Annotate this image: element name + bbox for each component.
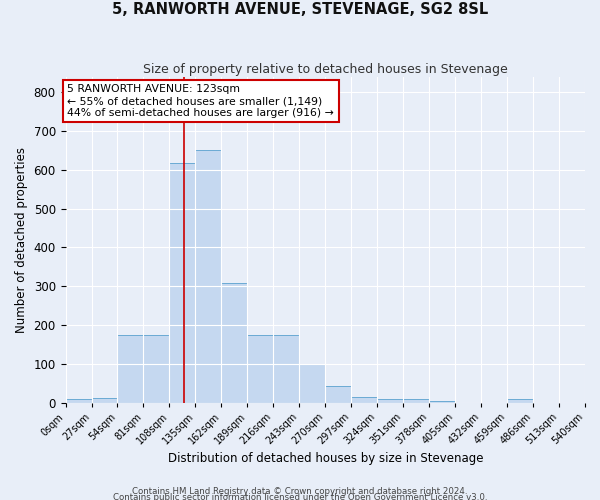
- Bar: [351, 396, 377, 402]
- Bar: [274, 334, 299, 402]
- Bar: [247, 334, 274, 402]
- Bar: [92, 398, 118, 402]
- Text: Contains HM Land Registry data © Crown copyright and database right 2024.: Contains HM Land Registry data © Crown c…: [132, 486, 468, 496]
- Bar: [143, 334, 169, 402]
- Bar: [169, 163, 196, 402]
- Bar: [429, 400, 455, 402]
- Text: 5, RANWORTH AVENUE, STEVENAGE, SG2 8SL: 5, RANWORTH AVENUE, STEVENAGE, SG2 8SL: [112, 2, 488, 18]
- Bar: [403, 398, 429, 402]
- Text: 5 RANWORTH AVENUE: 123sqm
← 55% of detached houses are smaller (1,149)
44% of se: 5 RANWORTH AVENUE: 123sqm ← 55% of detac…: [67, 84, 334, 117]
- Bar: [196, 150, 221, 402]
- Title: Size of property relative to detached houses in Stevenage: Size of property relative to detached ho…: [143, 62, 508, 76]
- Bar: [507, 398, 533, 402]
- Bar: [377, 398, 403, 402]
- Bar: [118, 334, 143, 402]
- Y-axis label: Number of detached properties: Number of detached properties: [15, 146, 28, 332]
- Bar: [299, 364, 325, 403]
- Bar: [221, 284, 247, 403]
- X-axis label: Distribution of detached houses by size in Stevenage: Distribution of detached houses by size …: [167, 452, 483, 465]
- Bar: [325, 386, 351, 402]
- Bar: [65, 400, 92, 402]
- Text: Contains public sector information licensed under the Open Government Licence v3: Contains public sector information licen…: [113, 492, 487, 500]
